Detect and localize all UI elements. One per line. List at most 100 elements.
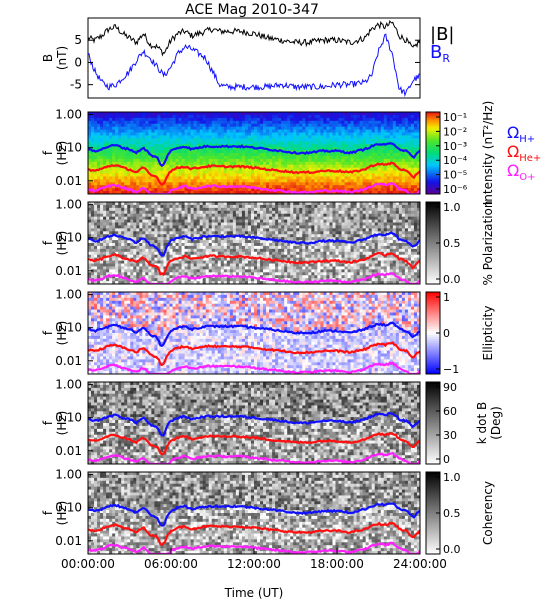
spectrogram-cell [133,120,137,125]
spectrogram-cell [160,204,164,209]
spectrogram-cell [199,272,204,276]
spectrogram-cell [275,191,279,194]
spectrogram-cell [166,182,170,186]
spectrogram-cell [88,254,92,259]
spectrogram-cell [115,207,119,212]
spectrogram-cell [323,185,327,189]
spectrogram-cell [205,237,210,241]
spectrogram-cell [184,173,188,177]
spectrogram-cell [269,222,273,226]
spectrogram-cell [157,153,161,157]
spectrogram-cell [214,281,219,284]
spectrogram-cell [163,123,167,128]
spectrogram-cell [178,234,182,238]
spectrogram-cell [356,161,361,166]
spectrogram-cell [383,112,388,116]
spectrogram-cell [193,176,198,180]
spectrogram-cell [398,112,403,116]
spectrogram-cell [214,237,219,241]
spectrogram-cell [395,126,400,130]
spectrogram-cell [172,225,176,229]
colorbar-step [426,167,440,170]
spectrogram-cell [142,210,146,215]
spectrogram-cell [266,158,270,163]
spectrogram-cell [275,222,279,226]
spectrogram-cell [226,120,231,125]
spectrogram-cell [202,269,207,273]
spectrogram-cell [124,129,128,133]
spectrogram-cell [103,281,107,284]
spectrogram-cell [254,257,258,261]
spectrogram-cell [193,185,198,189]
spectrogram-cell [139,170,143,174]
spectrogram-cell [133,123,137,128]
spectrogram-cell [94,210,98,215]
spectrogram-cell [329,164,333,169]
spectrogram-cell [296,126,300,130]
spectrogram-cell [368,182,373,186]
spectrogram-cell [208,272,213,276]
spectrogram-cell [241,219,246,223]
spectrogram-cell [154,167,158,171]
spectrogram-cell [241,135,246,139]
spectrogram-cell [320,120,324,125]
spectrogram-cell [154,132,158,136]
spectrogram-cell [94,216,98,220]
spectrogram-cell [308,179,312,183]
spectrogram-cell [169,234,173,238]
spectrogram-cell [142,204,146,209]
spectrogram-cell [401,179,406,183]
spectrogram-cell [118,126,122,130]
spectrogram-cell [341,158,345,163]
spectrogram-cell [133,269,137,273]
spectrogram-cell [163,132,167,136]
spectrogram-cell [121,170,125,174]
spectrogram-cell [398,144,403,148]
spectrogram-cell [247,272,252,276]
spectrogram-cell [202,251,207,256]
spectrogram-cell [293,176,297,180]
colorbar-step [426,153,440,156]
spectrogram-cell [232,141,237,145]
spectrogram-cell [311,158,315,163]
spectrogram-cell [257,158,261,163]
spectrogram-cell [88,216,92,220]
spectrogram-cell [241,117,246,122]
spectrogram-cell [106,219,110,223]
spectrogram-cell [211,222,216,226]
spectrogram-cell [386,158,391,163]
spectrogram-cell [407,185,412,189]
spectrogram-cell [250,260,255,264]
b-ytick-label: -5 [70,78,82,92]
spectrogram-cell [118,188,122,192]
spectrogram-cell [416,182,420,186]
spectrogram-cell [374,158,379,163]
spectrogram-cell [154,228,158,232]
spectrogram-cell [368,114,373,119]
spectrogram-cell [326,144,330,148]
spectrogram-cell [148,158,152,163]
spectrogram-cell [305,158,309,163]
spectrogram-cell [112,170,116,174]
spectrogram-cell [160,120,164,125]
spectrogram-cell [145,245,149,250]
spectrogram-cell [260,213,264,218]
spectrogram-cell [208,135,213,139]
spectrogram-cell [314,185,318,189]
spectrogram-cell [416,120,420,125]
colorbar-step [426,171,440,174]
spectrogram-cell [344,182,348,186]
spectrogram-cell [208,210,213,215]
spectrogram-cell [187,251,192,256]
spectrogram-cell [106,114,110,119]
spectrogram-cell [329,155,333,160]
spectrogram-cell [362,129,367,133]
spectrogram-cell [157,147,161,151]
spectrogram-cell [163,170,167,174]
spectrogram-cell [172,129,176,133]
spectrogram-cell [121,153,125,157]
spectrogram-cell [365,138,370,142]
spectrogram-cell [275,176,279,180]
spectrogram-cell [281,216,285,220]
spectrogram-cell [311,117,315,122]
